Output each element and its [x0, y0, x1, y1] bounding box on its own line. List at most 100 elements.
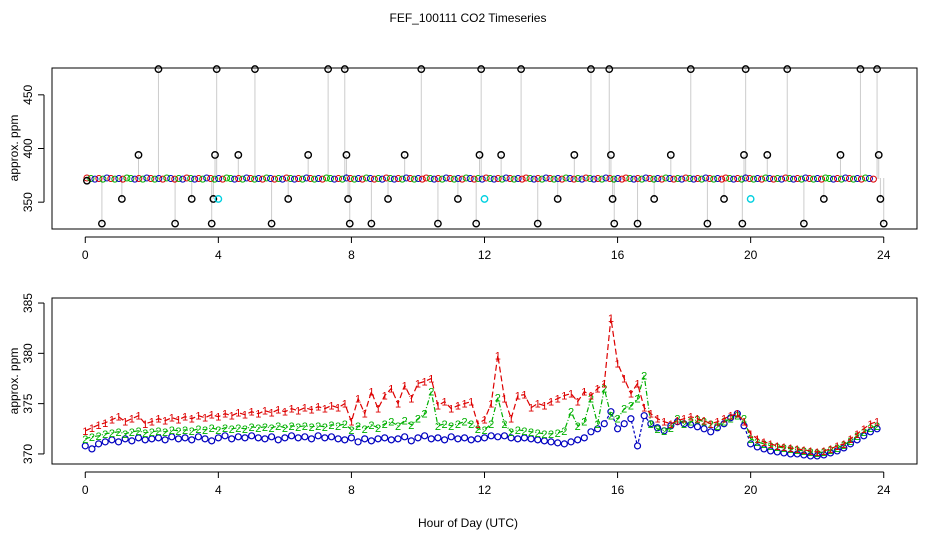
outlier-point: [740, 151, 748, 159]
series-2-point: 2: [681, 419, 687, 431]
series-1-point: 1: [96, 420, 102, 432]
baseline-sample-point: [211, 175, 219, 183]
series-1-point: 1: [129, 414, 135, 426]
series-1-point: 1: [847, 434, 853, 446]
baseline-sample-point: [215, 175, 223, 183]
series-1-point: 1: [754, 434, 760, 446]
baseline-sample-point: [526, 175, 534, 183]
series-2-point: 2: [129, 427, 135, 439]
series-2-point: 2: [448, 421, 454, 433]
series-1-point: 1: [275, 405, 281, 417]
series-3-point: [440, 436, 449, 444]
series-2-point: 2: [761, 439, 767, 451]
series-2-point: 2: [155, 426, 161, 438]
baseline-sample-point: [770, 175, 778, 183]
baseline-sample-point: [498, 175, 506, 183]
series-1-point: 1: [801, 445, 807, 457]
bottom-panel-frame: [51, 297, 918, 465]
series-2-point: 2: [595, 419, 601, 431]
baseline-sample-point: [494, 175, 502, 183]
baseline-sample-point: [87, 175, 95, 183]
series-1-point: 1: [162, 416, 168, 428]
top-x-tick-label: 4: [215, 248, 222, 262]
series-2-point: 2: [328, 420, 334, 432]
series-1-point: 1: [648, 409, 654, 421]
baseline-sample-point: [610, 175, 618, 183]
baseline-sample-point: [366, 175, 374, 183]
series-1-point: 1: [641, 403, 647, 415]
series-1-point: 1: [269, 408, 275, 420]
baseline-sample-point: [730, 175, 738, 183]
baseline-sample-point: [602, 174, 610, 182]
baseline-sample-point: [255, 175, 263, 183]
baseline-sample-point: [814, 175, 822, 183]
series-2-point: 2: [548, 429, 554, 441]
baseline-sample-point: [662, 174, 670, 182]
outlier-point: [783, 65, 792, 73]
series-2-point: 2: [249, 422, 255, 434]
series-2-point: 2: [621, 404, 627, 416]
baseline-sample-point: [330, 175, 338, 183]
series-3-point: [700, 425, 708, 433]
series-3-point: [633, 442, 642, 450]
series-2-point: 2: [834, 443, 840, 455]
baseline-sample-point: [370, 175, 378, 183]
series-2-point: 2: [648, 419, 654, 431]
series-1-point: 1: [435, 401, 441, 413]
series-3-point: [753, 443, 761, 451]
series-1-point: 1: [109, 415, 115, 427]
outlier-point: [587, 65, 595, 73]
baseline-sample-point: [550, 175, 558, 183]
outlier-point: [533, 219, 542, 228]
baseline-sample-point: [322, 174, 330, 182]
series-3-point: [194, 433, 202, 441]
series-3-point: [853, 436, 861, 444]
series-2-point: 2: [728, 414, 734, 426]
series-3-point: [520, 434, 529, 442]
series-2-point: 2: [568, 407, 574, 419]
series-1-point: 1: [621, 373, 627, 385]
series-1-point: 1: [794, 444, 800, 456]
top-panel-axes: 0 4 8 12 16 20 24 350 400 450: [21, 85, 891, 262]
series-1-point: 1: [215, 412, 221, 424]
baseline-sample-point: [845, 175, 853, 183]
series-1-point: 1: [634, 379, 640, 391]
baseline-sample-point: [418, 175, 426, 183]
baseline-sample-point: [422, 174, 430, 182]
bottom-y-tick-label: 375: [21, 393, 35, 413]
series-3-point: [780, 449, 788, 457]
top-x-tick-label: 16: [611, 248, 625, 262]
series-2-point: 2: [468, 419, 474, 431]
series-1-point: 1: [581, 387, 587, 399]
series-3-point: [234, 433, 242, 441]
baseline-sample-point: [578, 175, 586, 183]
baseline-sample-point: [414, 175, 422, 183]
series-1-point: 1: [867, 419, 873, 431]
series-1-point: 1: [408, 394, 414, 406]
baseline-sample-point: [782, 174, 790, 182]
outlier-point: [340, 65, 349, 73]
series-2-point: 2: [209, 423, 215, 435]
series-1-point: 1: [515, 391, 521, 403]
series-2-point: 2: [694, 415, 700, 427]
baseline-sample-point: [307, 175, 315, 183]
series-1-point: 1: [748, 429, 754, 441]
series-1-point: 1: [468, 397, 474, 409]
series-3-point: [574, 436, 582, 444]
series-3-point: [594, 425, 602, 433]
series-3-point: [221, 432, 229, 440]
baseline-sample-point: [869, 175, 877, 183]
series-2-point: 2: [375, 423, 381, 435]
baseline-sample-point: [195, 175, 203, 183]
baseline-sample-point: [658, 175, 666, 183]
outlier-point: [553, 195, 562, 203]
baseline-sample-point: [718, 175, 726, 183]
series-3-point: [693, 423, 702, 431]
bottom-x-tick-label: 8: [348, 483, 355, 497]
baseline-sample-point: [386, 175, 394, 183]
series-3-point: [394, 435, 402, 443]
series-1-point: 1: [668, 419, 674, 431]
baseline-sample-point: [223, 174, 231, 182]
series-1-point: 1: [535, 399, 541, 411]
outlier-point: [171, 219, 179, 228]
